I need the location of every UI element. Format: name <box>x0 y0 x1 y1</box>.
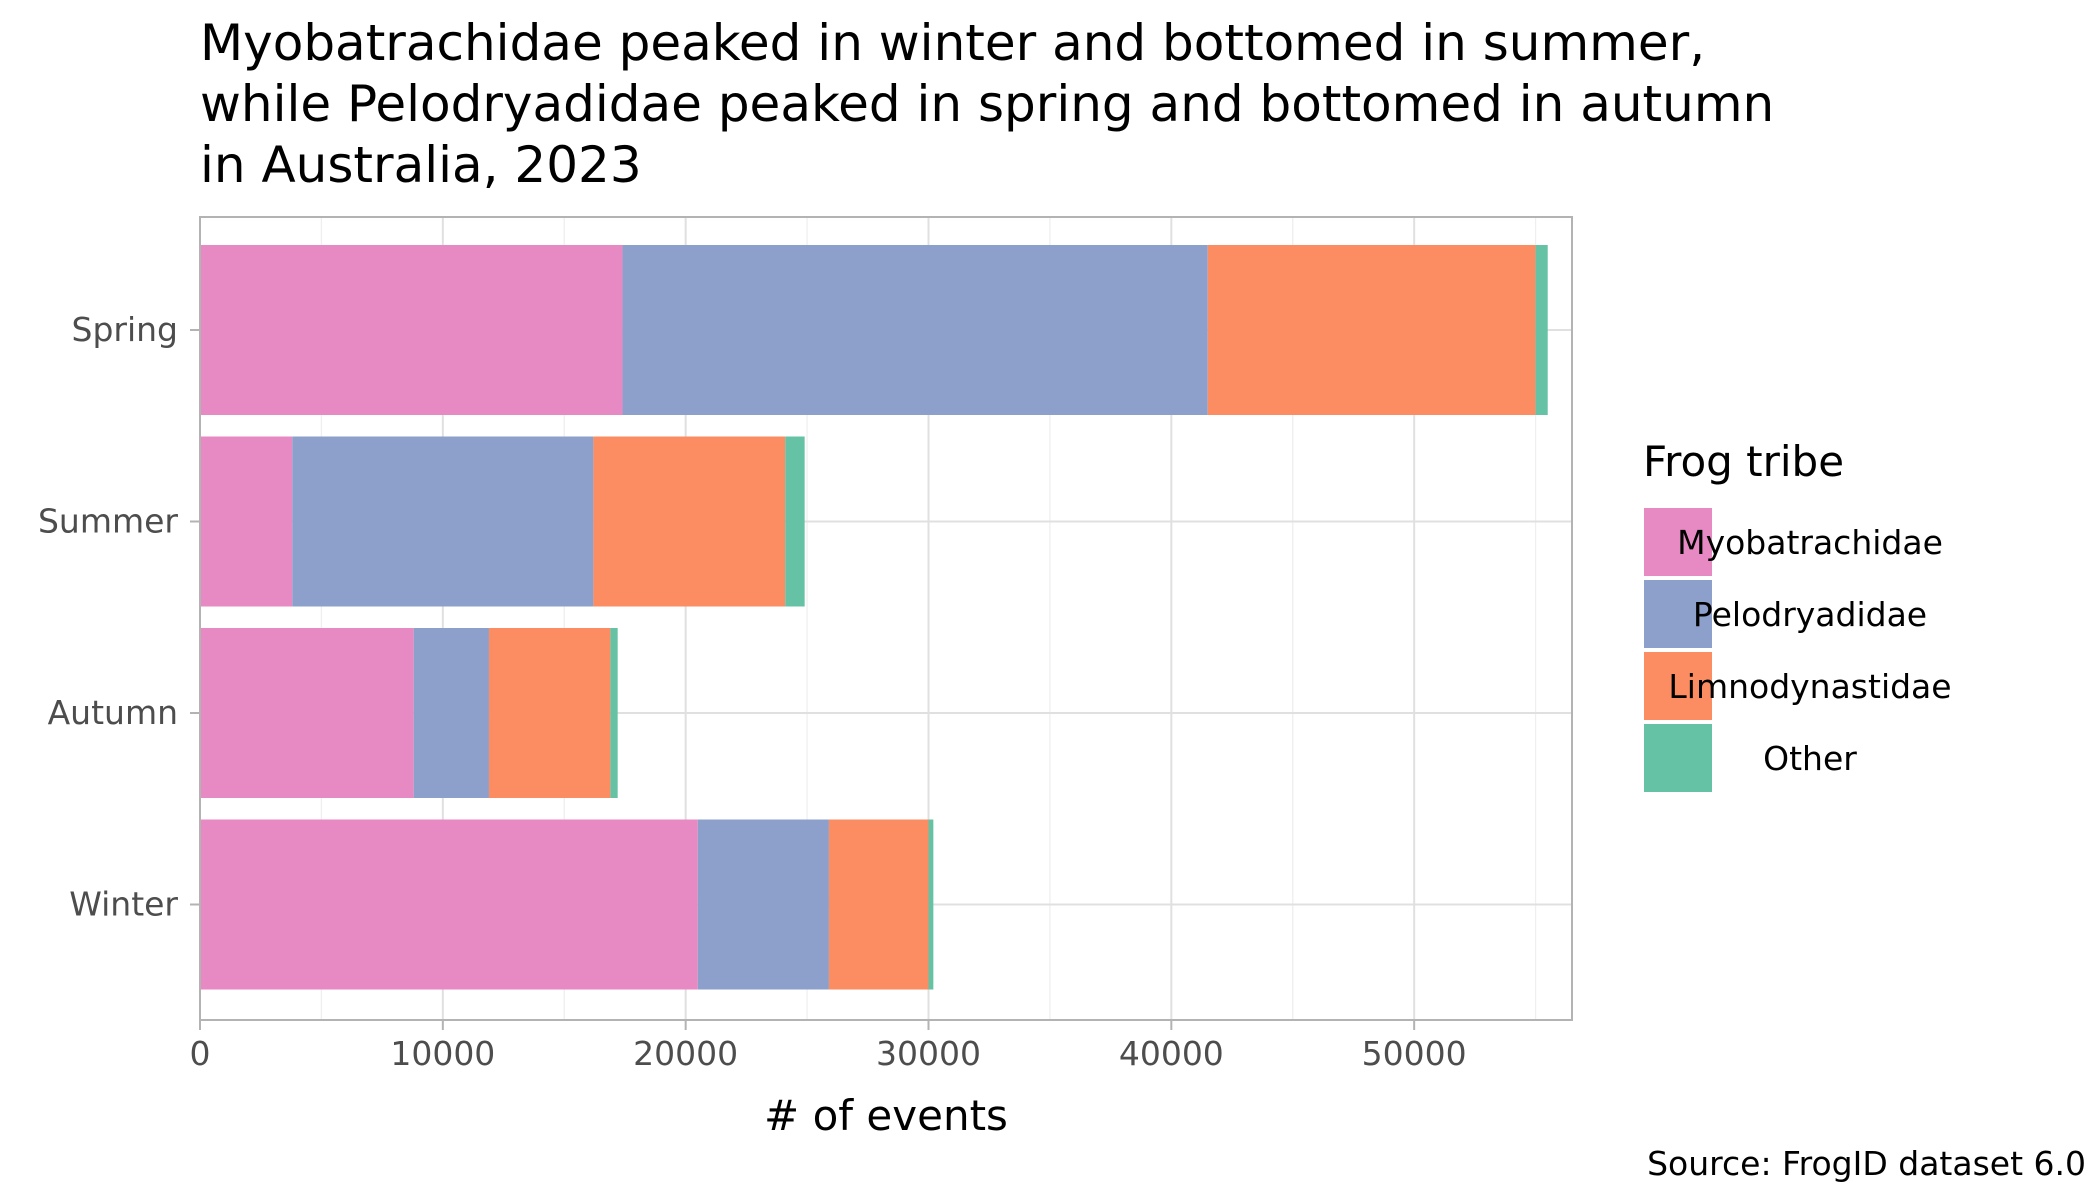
bar-summer-myobatrachidae <box>200 436 293 607</box>
legend-key-pelodryadidae <box>1644 580 1712 648</box>
y-tick-label: Autumn <box>48 693 178 732</box>
bar-winter-other <box>928 819 934 990</box>
bar-autumn-other <box>610 628 618 798</box>
legend-label: Myobatrachidae <box>1677 523 1943 562</box>
bar-spring-myobatrachidae <box>200 245 623 415</box>
bar-summer-other <box>785 436 805 607</box>
legend-key-myobatrachidae <box>1644 508 1712 576</box>
bar-spring-limnodynastidae <box>1207 245 1536 415</box>
x-axis: 0 10000 20000 30000 40000 50000 <box>190 1020 1467 1073</box>
x-tick-label: 20000 <box>633 1034 738 1073</box>
y-tick-label: Spring <box>72 310 179 349</box>
bar-winter-myobatrachidae <box>200 819 698 990</box>
y-tick-label: Summer <box>38 502 178 541</box>
legend-label: Limnodynastidae <box>1668 667 1951 706</box>
title-line-3: in Australia, 2023 <box>200 136 642 194</box>
x-tick-label: 30000 <box>876 1034 981 1073</box>
legend-label: Other <box>1763 739 1857 778</box>
title-line-1: Myobatrachidae peaked in winter and bott… <box>200 14 1705 72</box>
x-tick-label: 0 <box>190 1034 211 1073</box>
bar-winter-limnodynastidae <box>828 819 929 990</box>
bar-spring-other <box>1535 245 1548 415</box>
chart-title: Myobatrachidae peaked in winter and bott… <box>200 14 1774 194</box>
y-axis: Spring Summer Autumn Winter <box>38 310 200 924</box>
x-axis-title: # of events <box>764 1091 1008 1140</box>
y-tick-label: Winter <box>69 885 178 924</box>
bar-autumn-limnodynastidae <box>488 628 611 798</box>
bar-autumn-pelodryadidae <box>413 628 489 798</box>
caption: Source: FrogID dataset 6.0 <box>1647 1144 2086 1183</box>
legend-key-other <box>1644 724 1712 792</box>
bar-summer-pelodryadidae <box>292 436 594 607</box>
plot-panel-border <box>199 216 1573 1021</box>
legend-key-limnodynastidae <box>1644 652 1712 720</box>
legend: Frog tribe Myobatrachidae Pelodryadidae Li… <box>1643 437 1952 792</box>
legend-label: Pelodryadidae <box>1693 595 1927 634</box>
x-tick-label: 10000 <box>390 1034 495 1073</box>
bar-autumn-myobatrachidae <box>200 628 414 798</box>
title-line-2: while Pelodryadidae peaked in spring and… <box>200 75 1774 133</box>
bar-winter-pelodryadidae <box>697 819 829 990</box>
legend-title: Frog tribe <box>1643 437 1844 486</box>
bar-summer-limnodynastidae <box>593 436 786 607</box>
bars <box>200 245 1548 990</box>
x-tick-label: 40000 <box>1119 1034 1224 1073</box>
x-tick-label: 50000 <box>1362 1034 1467 1073</box>
bar-spring-pelodryadidae <box>622 245 1208 415</box>
